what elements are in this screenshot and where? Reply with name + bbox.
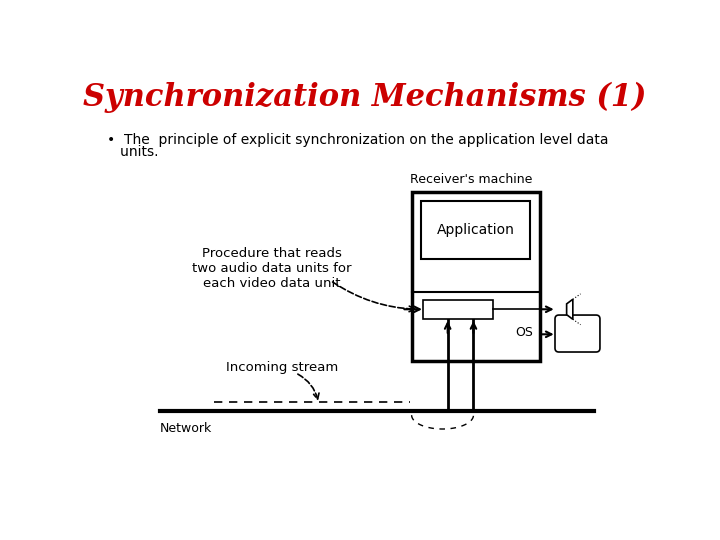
Text: Network: Network	[160, 422, 212, 435]
Text: units.: units.	[107, 145, 158, 159]
Polygon shape	[567, 299, 573, 319]
Bar	[412, 192, 539, 361]
FancyBboxPatch shape	[555, 315, 600, 352]
Text: Receiver's machine: Receiver's machine	[410, 173, 533, 186]
Text: Incoming stream: Incoming stream	[226, 361, 338, 374]
Text: Application: Application	[436, 223, 515, 237]
Text: Procedure that reads
two audio data units for
each video data unit: Procedure that reads two audio data unit…	[192, 247, 352, 291]
Text: Synchronization Mechanisms (1): Synchronization Mechanisms (1)	[84, 82, 647, 113]
Bar	[421, 201, 530, 259]
Bar	[423, 300, 493, 319]
Text: •  The  principle of explicit synchronization on the application level data: • The principle of explicit synchronizat…	[107, 133, 608, 147]
Text: OS: OS	[516, 326, 534, 339]
